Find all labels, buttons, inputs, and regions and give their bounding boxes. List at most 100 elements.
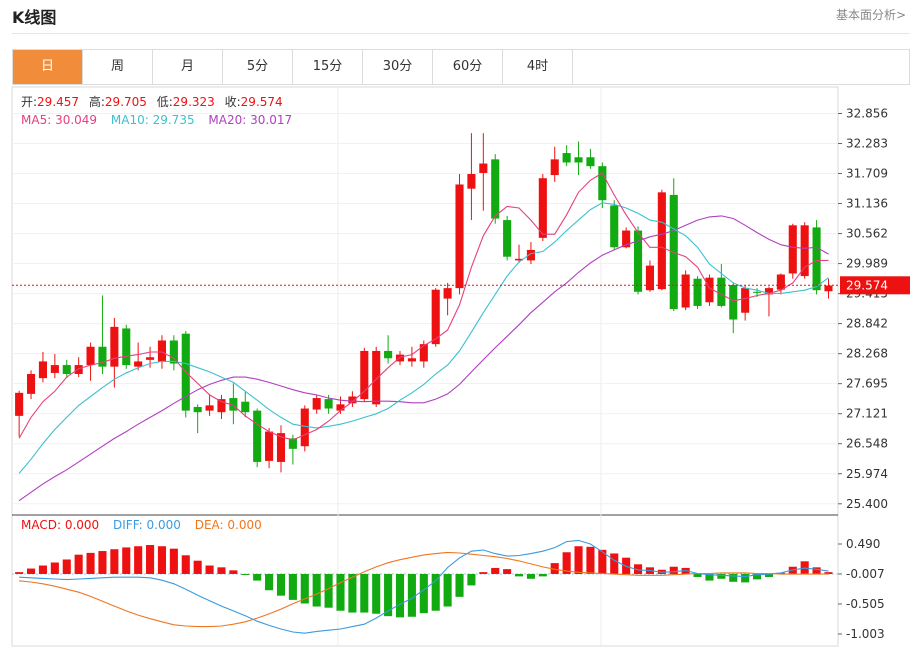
ma-lines: [18, 172, 829, 502]
tab-15min[interactable]: 15分: [293, 50, 363, 84]
candle-body: [800, 225, 809, 277]
macd-bar: [146, 545, 155, 574]
candle-body: [312, 398, 321, 410]
macd-bar: [467, 573, 476, 586]
close-value: 29.574: [241, 95, 283, 109]
tab-60min[interactable]: 60分: [433, 50, 503, 84]
macd-bar: [384, 573, 393, 617]
candle-body: [395, 354, 405, 362]
candle-body: [788, 225, 797, 274]
candle-body: [62, 365, 71, 374]
macd-bar: [562, 552, 571, 574]
macd-bar: [550, 563, 559, 574]
macd-bar: [110, 549, 119, 574]
y-tick-label: 31.136: [846, 197, 888, 211]
low-value: 29.323: [173, 95, 215, 109]
tab-day[interactable]: 日: [13, 50, 83, 84]
macd-label: MACD:: [21, 518, 65, 532]
candle-body: [38, 361, 47, 379]
candle-body: [491, 159, 500, 219]
ma20-value: 30.017: [250, 113, 292, 127]
macd-bar: [253, 573, 262, 581]
candle-body: [122, 328, 131, 366]
macd-bar: [312, 573, 321, 607]
candle-body: [15, 392, 24, 416]
y-axis-labels: 32.85632.28331.70931.13630.56229.98929.4…: [838, 107, 888, 641]
tab-week[interactable]: 周: [83, 50, 153, 84]
candle-body: [431, 289, 440, 345]
candle-body: [717, 277, 726, 306]
y-tick-label: 29.989: [846, 257, 888, 271]
tab-4hour[interactable]: 4时: [503, 50, 573, 84]
y-tick-label: 32.856: [846, 107, 888, 121]
open-value: 29.457: [37, 95, 79, 109]
macd-bar: [205, 565, 214, 574]
y-tick-label: 31.709: [846, 167, 888, 181]
diff-line: [19, 539, 829, 634]
price-panel-border: [11, 86, 839, 516]
dea-line: [19, 551, 829, 628]
macd-bar: [598, 549, 607, 574]
ma10-label: MA10:: [111, 113, 153, 127]
macd-bar: [610, 553, 619, 574]
macd-bar: [407, 573, 416, 617]
macd-y-tick-label: 0.490: [846, 537, 880, 551]
candle-body: [681, 274, 690, 308]
candle-body: [503, 220, 512, 257]
ma20-line: [18, 215, 829, 502]
macd-bar: [443, 573, 452, 607]
candle-body: [824, 285, 833, 292]
candle-body: [514, 258, 524, 261]
tab-month[interactable]: 月: [153, 50, 223, 84]
ma-info: MA5: 30.049 MA10: 29.735 MA20: 30.017: [21, 113, 292, 127]
candle-body: [455, 184, 464, 289]
dea-value: 0.000: [227, 518, 261, 532]
candle-body: [657, 192, 666, 290]
macd-bar: [812, 567, 821, 574]
candle-body: [110, 326, 119, 367]
macd-bar: [824, 572, 833, 574]
candle-body: [217, 399, 226, 413]
candle-body: [360, 350, 369, 400]
macd-bar: [288, 573, 297, 600]
candle-body: [467, 174, 476, 189]
macd-bar: [574, 546, 583, 574]
macd-bar: [50, 562, 59, 574]
macd-bar: [122, 547, 131, 574]
macd-bar: [348, 573, 357, 613]
ma20-label: MA20:: [208, 113, 250, 127]
page-title: K线图: [12, 8, 57, 27]
candlestick-series: [15, 133, 833, 473]
candle-body: [348, 396, 357, 404]
macd-bar: [419, 573, 428, 614]
ma5-line: [18, 172, 829, 441]
candle-body: [372, 350, 381, 405]
candle-body: [26, 373, 36, 394]
candle-body: [193, 406, 202, 413]
macd-bar: [98, 551, 107, 574]
ma10-value: 29.735: [153, 113, 195, 127]
macd-bar: [503, 569, 512, 574]
candle-body: [265, 431, 274, 461]
macd-bar: [741, 573, 750, 583]
candle-body: [288, 438, 297, 449]
fundamental-analysis-link[interactable]: 基本面分析>: [835, 8, 906, 22]
tab-5min[interactable]: 5分: [223, 50, 293, 84]
candle-body: [729, 284, 738, 320]
macd-bar: [193, 560, 202, 574]
candle-body: [169, 340, 178, 364]
macd-bar: [26, 568, 36, 574]
macd-bar: [705, 573, 714, 581]
current-price-badge: [840, 276, 910, 295]
candle-body: [146, 357, 155, 360]
tab-30min[interactable]: 30分: [363, 50, 433, 84]
macd-bar: [693, 573, 702, 577]
macd-info: MACD: 0.000 DIFF: 0.000 DEA: 0.000: [21, 518, 262, 532]
y-tick-label: 27.121: [846, 407, 888, 421]
candle-body: [419, 344, 428, 362]
macd-y-tick-label: -0.007: [846, 567, 885, 581]
macd-bar: [395, 573, 405, 618]
low-label: 低:: [157, 95, 173, 109]
macd-bar: [229, 570, 238, 574]
